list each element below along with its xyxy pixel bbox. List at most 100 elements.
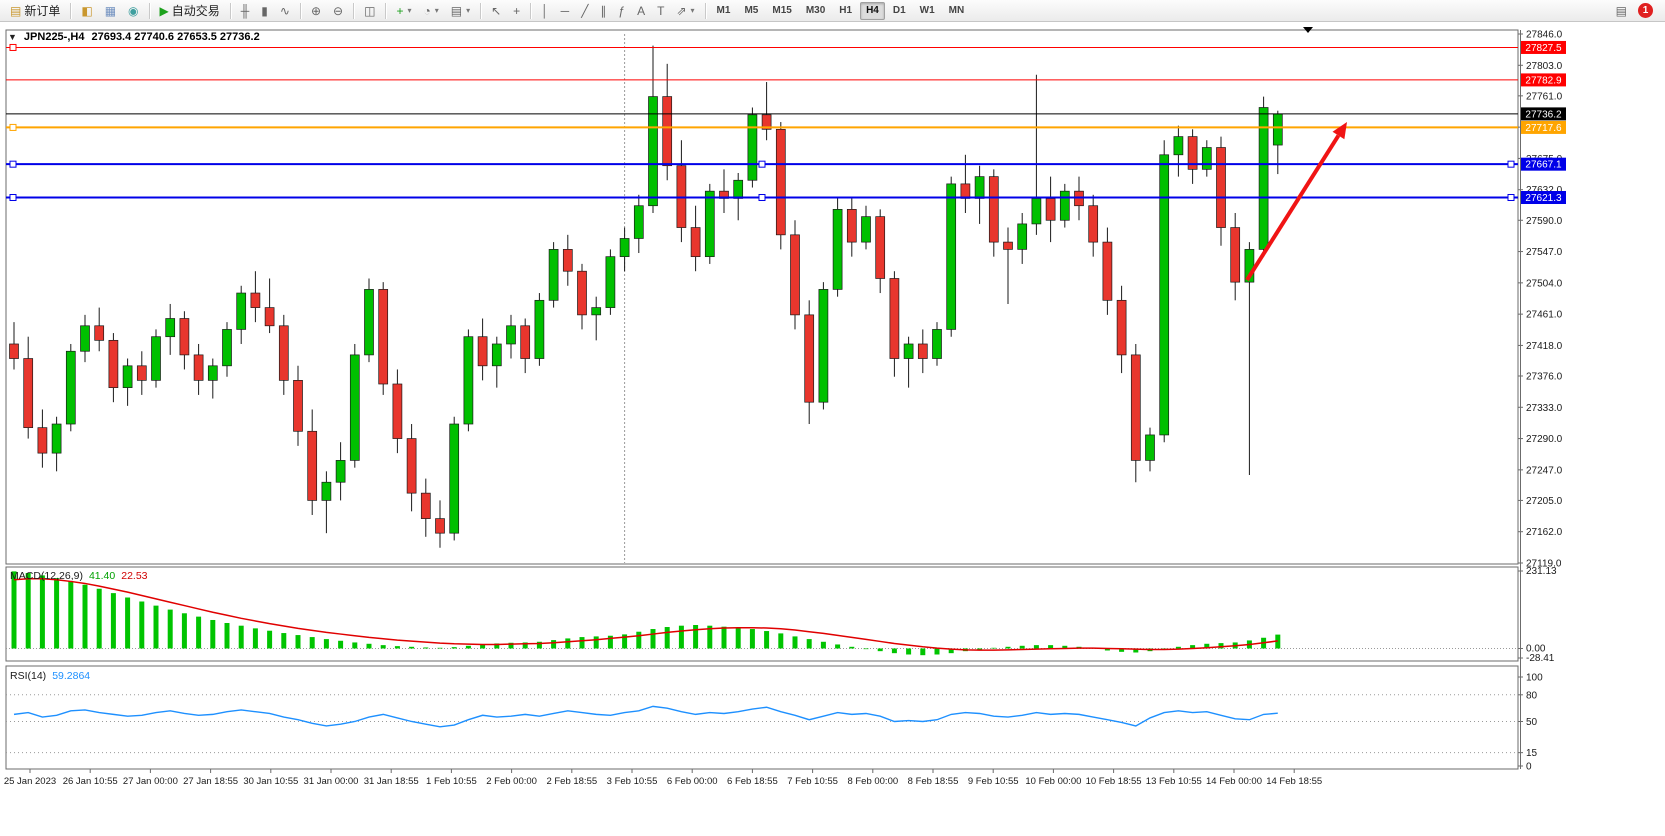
candle-body xyxy=(520,325,531,359)
market-watch-icon-button[interactable]: ◧ xyxy=(76,1,97,21)
timeframe-h4-button[interactable]: H4 xyxy=(860,1,885,20)
autotrading-glyph: ▶ xyxy=(159,3,169,18)
indicators-icon-button[interactable]: + ▾ xyxy=(391,1,416,21)
chart-canvas[interactable]: 27846.027803.027761.027718.027675.027632… xyxy=(0,22,1665,836)
price-scale-label: 27632.0 xyxy=(1526,185,1563,196)
candle-body xyxy=(1045,198,1056,221)
line-handle[interactable] xyxy=(9,43,17,51)
candlestick-chart-icon-button[interactable]: ▮ xyxy=(256,1,273,21)
candle-body xyxy=(648,96,658,207)
candle-body xyxy=(633,205,644,239)
templates-icon-button[interactable]: ▤ ▾ xyxy=(446,1,475,21)
line-chart-icon-button[interactable]: ∿ xyxy=(275,1,295,21)
periods-icon-button[interactable]: ◔ ▾ xyxy=(418,1,443,21)
timeframe-m30-button[interactable]: M30 xyxy=(805,5,826,16)
line-handle[interactable] xyxy=(758,194,766,202)
bar-chart-icon-button[interactable]: ╫ xyxy=(236,1,255,21)
timeframe-m1-button[interactable]: M1 xyxy=(716,5,731,16)
candle-body xyxy=(1216,147,1226,228)
trendline-icon-button[interactable]: ╱ xyxy=(576,1,593,21)
candle-body xyxy=(1159,154,1170,436)
candle-body xyxy=(94,325,105,341)
candle-body xyxy=(307,430,318,501)
line-handle[interactable] xyxy=(758,160,766,168)
macd-scale-label: 0.00 xyxy=(1526,643,1546,654)
one-click-trading-arrow[interactable]: ▼ xyxy=(8,32,17,42)
line-handle[interactable] xyxy=(1507,194,1515,202)
price-scale-label: 27119.0 xyxy=(1526,559,1562,570)
price-scale-label: 27590.0 xyxy=(1526,216,1563,227)
text-label-icon-button[interactable]: T xyxy=(652,1,669,21)
time-scale-label: 10 Feb 18:55 xyxy=(1086,776,1142,787)
candle-body xyxy=(946,183,957,330)
line-handle[interactable] xyxy=(9,160,17,168)
timeframe-d1-button[interactable]: D1 xyxy=(892,5,906,16)
fibonacci-icon-button[interactable]: ƒ xyxy=(613,1,630,21)
line-handle[interactable] xyxy=(1507,160,1515,168)
price-scale-label: 27162.0 xyxy=(1526,527,1563,538)
line-handle[interactable] xyxy=(9,123,17,131)
candle-body xyxy=(321,481,332,501)
equidistant-channel-icon-glyph: ∥ xyxy=(600,3,607,18)
macd-pane[interactable] xyxy=(5,566,1519,662)
candle-body xyxy=(690,227,701,258)
new-order-button[interactable]: ▤ 新订单 xyxy=(5,1,65,21)
toolbar-separator xyxy=(385,2,387,19)
chart-shift-marker[interactable] xyxy=(1303,27,1313,33)
navigator-icon-button[interactable]: ◉ xyxy=(123,1,143,21)
templates-icon-glyph: ▤ xyxy=(450,3,463,18)
data-window-icon-button[interactable]: ▦ xyxy=(100,1,121,21)
zoom-in-icon-button[interactable]: ⊕ xyxy=(306,1,326,21)
time-scale-area[interactable] xyxy=(6,769,1518,791)
candle-body xyxy=(917,343,928,359)
toolbar-right: ▤ 1 xyxy=(1610,1,1661,21)
navigator-icon-glyph: ◉ xyxy=(128,3,139,18)
crosshair-icon-button[interactable]: + xyxy=(508,1,525,21)
timeframe-h1-button[interactable]: H1 xyxy=(839,5,853,16)
trend-arrow-head[interactable] xyxy=(1332,122,1347,140)
arrows-icon-button[interactable]: ⇗ ▾ xyxy=(671,1,699,21)
time-scale-label: 10 Feb 00:00 xyxy=(1025,776,1081,787)
candle-body xyxy=(9,343,19,359)
price-scale-area[interactable] xyxy=(1520,30,1665,769)
candle-body xyxy=(449,423,460,534)
timeframe-w1-button[interactable]: W1 xyxy=(919,5,935,16)
rsi-scale-label: 80 xyxy=(1526,690,1538,701)
time-scale-label: 27 Jan 00:00 xyxy=(123,776,178,787)
chart-window: 27846.027803.027761.027718.027675.027632… xyxy=(0,22,1665,836)
tile-windows-icon-button[interactable]: ◫ xyxy=(359,1,380,21)
vertical-line-icon-button[interactable]: │ xyxy=(536,1,554,21)
timeframe-m15-button[interactable]: M15 xyxy=(772,5,792,16)
price-badge-text: 27717.6 xyxy=(1525,123,1562,134)
timeframe-m5-button[interactable]: M5 xyxy=(744,5,759,16)
candle-body xyxy=(65,350,76,425)
zoom-out-icon-glyph: ⊖ xyxy=(333,3,344,18)
candle-body xyxy=(577,270,587,316)
zoom-out-icon-button[interactable]: ⊖ xyxy=(328,1,348,21)
timeframe-mn-button[interactable]: MN xyxy=(948,5,965,16)
time-scale-label: 26 Jan 10:55 xyxy=(63,776,118,787)
horizontal-line-icon-button[interactable]: ─ xyxy=(556,1,575,21)
text-label-icon-glyph: T xyxy=(657,3,665,18)
toolbars-menu-button[interactable]: ▤ xyxy=(1611,1,1632,21)
price-pane[interactable] xyxy=(5,29,1519,565)
candle-body xyxy=(1173,136,1184,156)
candle-body xyxy=(875,216,886,279)
rsi-scale-label: 50 xyxy=(1526,717,1538,728)
text-icon-button[interactable]: A xyxy=(632,1,650,21)
rsi-pane[interactable] xyxy=(5,665,1519,770)
autotrading-button-label: 自动交易 xyxy=(171,4,220,18)
autotrading-button[interactable]: ▶ 自动交易 xyxy=(155,1,225,21)
candle-body xyxy=(662,96,673,167)
candle-body xyxy=(179,318,190,356)
notification-badge[interactable]: 1 xyxy=(1638,3,1653,18)
cursor-icon-button[interactable]: ↖ xyxy=(486,1,506,21)
fibonacci-icon-glyph: ƒ xyxy=(618,3,626,18)
equidistant-channel-icon-button[interactable]: ∥ xyxy=(595,1,611,21)
time-scale-label: 3 Feb 10:55 xyxy=(607,776,658,787)
candle-body xyxy=(477,336,488,367)
line-handle[interactable] xyxy=(9,194,17,202)
price-badge-27621.3 xyxy=(1521,191,1566,205)
candle-body xyxy=(506,325,516,345)
